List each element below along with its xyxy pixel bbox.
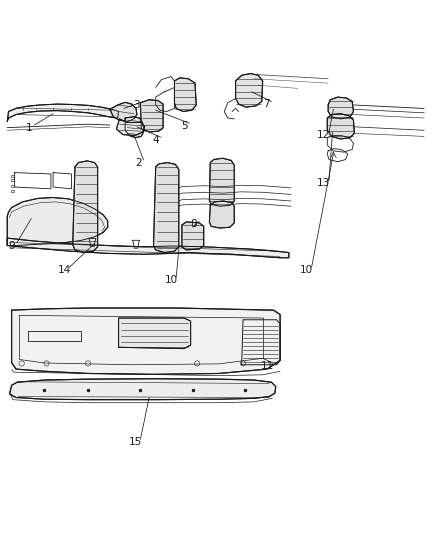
Bar [11, 175, 14, 177]
Polygon shape [73, 161, 98, 253]
Polygon shape [125, 117, 144, 138]
Text: 15: 15 [128, 437, 142, 447]
Text: 3: 3 [133, 100, 139, 110]
Bar [11, 190, 14, 192]
Text: 8: 8 [191, 219, 197, 229]
Polygon shape [209, 201, 234, 228]
Polygon shape [117, 119, 145, 135]
Polygon shape [7, 198, 108, 246]
Polygon shape [328, 97, 353, 119]
Polygon shape [12, 308, 280, 374]
Polygon shape [110, 102, 137, 122]
Bar [11, 185, 14, 187]
Bar [11, 179, 14, 181]
Polygon shape [174, 78, 196, 111]
Polygon shape [119, 318, 191, 349]
Text: 9: 9 [8, 240, 15, 251]
Text: 12: 12 [317, 130, 330, 140]
Text: 14: 14 [57, 265, 71, 275]
Text: 4: 4 [152, 135, 159, 145]
Polygon shape [141, 100, 163, 132]
Text: 5: 5 [181, 121, 187, 131]
Polygon shape [209, 158, 234, 206]
Text: 10: 10 [164, 274, 177, 285]
Text: 11: 11 [261, 361, 275, 371]
Polygon shape [327, 114, 354, 139]
Polygon shape [10, 379, 276, 400]
Text: 2: 2 [135, 158, 141, 167]
Polygon shape [153, 163, 179, 253]
Polygon shape [236, 74, 263, 107]
Text: 7: 7 [263, 99, 269, 109]
Text: 1: 1 [26, 123, 32, 133]
Polygon shape [7, 104, 119, 122]
Polygon shape [7, 238, 289, 258]
Text: 10: 10 [300, 265, 313, 275]
Polygon shape [182, 222, 204, 250]
Text: 13: 13 [317, 177, 330, 188]
